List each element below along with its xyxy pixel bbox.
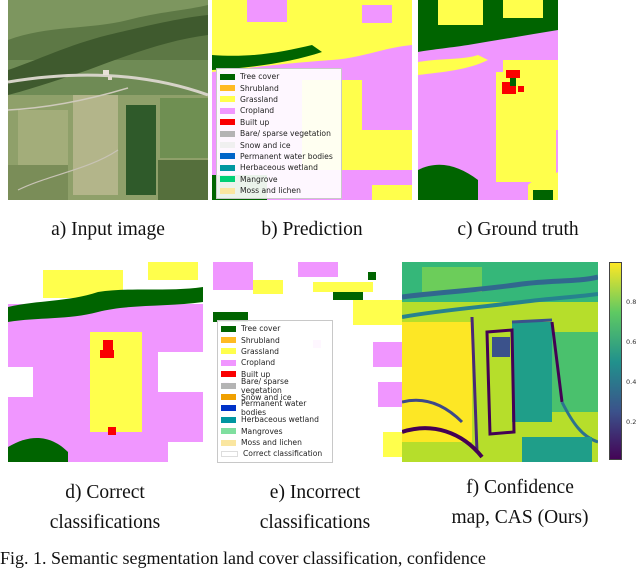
legend-item: Bare/ sparse vegetation [220, 128, 338, 139]
legend-label: Built up [241, 369, 271, 379]
legend-label: Cropland [240, 106, 275, 116]
figure-caption: Fig. 1. Semantic segmentation land cover… [0, 548, 486, 568]
ground-truth-map [418, 0, 558, 200]
caption-c: c) Ground truth [457, 219, 579, 240]
caption-d-line1: d) Correct [65, 482, 145, 503]
legend-swatch [221, 348, 236, 355]
legend-label: Tree cover [240, 72, 280, 82]
legend-label: Tree cover [241, 324, 281, 334]
legend-label: Bare/ sparse vegetation [241, 376, 289, 395]
colorbar-tick: 0.2 [626, 418, 637, 426]
legend-swatch [220, 164, 235, 171]
legend-swatch [220, 119, 235, 126]
legend-item: Snow and ice [220, 139, 338, 150]
legend-incorrect: Tree cover Shrubland Grassland Cropland … [217, 320, 333, 463]
legend-label: Mangroves [241, 426, 283, 436]
legend-item: Bare/ sparse vegetation [221, 377, 329, 395]
legend-swatch [221, 382, 236, 389]
legend-label: Cropland [241, 358, 276, 368]
legend-swatch [220, 153, 235, 160]
input-image [8, 0, 208, 200]
legend-label: Grassland [240, 94, 278, 104]
legend-label: Permanent water bodies [240, 151, 333, 161]
caption-e-line2: classifications [259, 512, 371, 533]
legend-item: Cropland [220, 105, 338, 116]
legend-swatch [221, 359, 236, 366]
caption-f-line2: map, CAS (Ours) [451, 507, 589, 528]
colorbar [609, 262, 622, 460]
legend-item: Moss and lichen [221, 437, 329, 448]
colorbar-tick: 0.8 [626, 298, 637, 306]
caption-e: e) Incorrect classifications [210, 478, 420, 538]
legend-item: Tree cover [221, 323, 329, 334]
legend-swatch [220, 142, 235, 149]
legend-item: Permanent water bodies [220, 151, 338, 162]
legend-item: Grassland [220, 94, 338, 105]
caption-f: f) Confidence map, CAS (Ours) [420, 473, 620, 533]
correct-classifications-map [8, 262, 203, 462]
legend-label: Correct classification [243, 449, 323, 459]
legend-label: Built up [240, 117, 270, 127]
legend-item: Mangroves [221, 426, 329, 437]
colorbar-tick: 0.4 [626, 378, 637, 386]
legend-item: Permanent water bodies [221, 399, 329, 417]
legend-item: Snow and ice [221, 391, 329, 402]
legend-item: Built up [220, 117, 338, 128]
legend-prediction: Tree cover Shrubland Grassland Cropland … [216, 68, 342, 200]
caption-a: a) Input image [51, 219, 165, 240]
legend-label: Shrubland [240, 83, 279, 93]
legend-swatch [221, 371, 236, 378]
legend-item: Shrubland [220, 82, 338, 93]
legend-label: Mangrove [240, 174, 278, 184]
legend-label: Moss and lichen [241, 438, 302, 448]
legend-item: Cropland [221, 357, 329, 368]
confidence-map [402, 262, 598, 462]
legend-swatch [220, 187, 235, 194]
legend-swatch [220, 130, 235, 137]
legend-label: Snow and ice [241, 392, 292, 402]
colorbar-tick: 0.6 [626, 338, 637, 346]
legend-swatch [220, 107, 235, 114]
caption-f-line1: f) Confidence [466, 477, 574, 498]
caption-b: b) Prediction [261, 219, 363, 240]
legend-item: Herbaceous wetland [220, 162, 338, 173]
legend-label: Bare/ sparse vegetation [240, 129, 331, 139]
legend-label: Snow and ice [240, 140, 291, 150]
legend-swatch [221, 405, 236, 412]
legend-label: Shrubland [241, 335, 280, 345]
legend-item: Herbaceous wetland [221, 414, 329, 425]
legend-item: Shrubland [221, 334, 329, 345]
caption-e-line1: e) Incorrect [269, 482, 361, 503]
legend-label: Moss and lichen [240, 186, 301, 196]
legend-swatch [220, 176, 235, 183]
legend-swatch [221, 325, 236, 332]
legend-swatch [221, 439, 236, 446]
legend-item: Mangrove [220, 174, 338, 185]
legend-item: Grassland [221, 346, 329, 357]
legend-label: Permanent water bodies [241, 399, 307, 418]
legend-swatch [220, 85, 235, 92]
legend-swatch [220, 96, 235, 103]
legend-swatch [221, 416, 236, 423]
legend-item: Correct classification [221, 448, 329, 459]
legend-swatch [221, 428, 236, 435]
legend-swatch [221, 394, 236, 401]
legend-item: Tree cover [220, 71, 338, 82]
legend-label: Herbaceous wetland [240, 163, 318, 173]
legend-item: Moss and lichen [220, 185, 338, 196]
caption-d-line2: classifications [49, 512, 161, 533]
legend-swatch [221, 450, 238, 457]
legend-item: Built up [221, 369, 329, 380]
legend-label: Herbaceous wetland [241, 415, 319, 425]
legend-swatch [221, 337, 236, 344]
legend-swatch [220, 73, 235, 80]
legend-label: Grassland [241, 346, 279, 356]
caption-d: d) Correct classifications [0, 478, 210, 538]
